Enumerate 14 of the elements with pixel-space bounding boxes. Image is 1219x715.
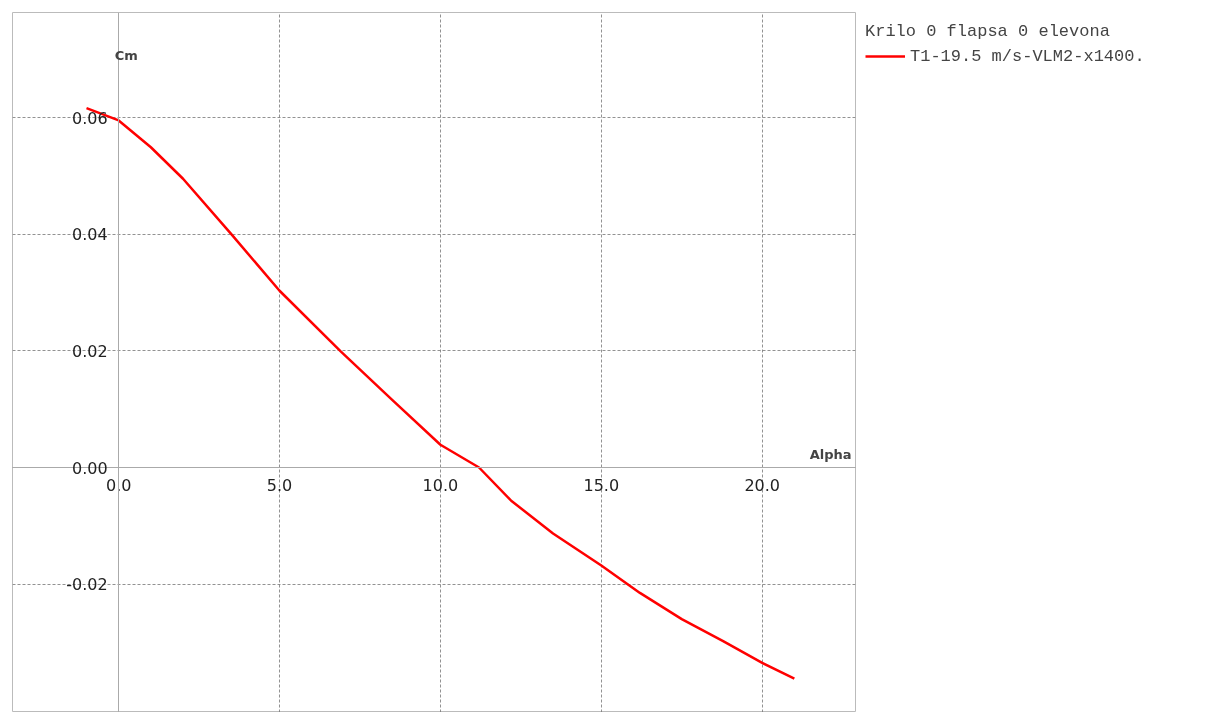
y-tick-label: -0.02 xyxy=(66,575,108,595)
legend-title: Krilo 0 flapsa 0 elevona xyxy=(865,22,1111,41)
y-tick-label: 0.02 xyxy=(72,341,108,361)
x-tick-label: 15.0 xyxy=(583,475,620,495)
legend-label: T1-19.5 m/s-VLM2-x1400. xyxy=(910,46,1145,66)
x-tick-label: 20.0 xyxy=(744,475,780,495)
y-tick-label: 0.04 xyxy=(72,225,108,245)
x-tick-label: 10.0 xyxy=(422,475,459,495)
x-axis-title: Alpha xyxy=(809,446,852,462)
x-tick-label: 0.0 xyxy=(105,475,132,495)
x-tick-label: 5.0 xyxy=(266,475,293,495)
y-tick-label: 0.00 xyxy=(72,458,108,478)
y-tick-label: 0.06 xyxy=(72,108,108,128)
y-axis-title: Cm xyxy=(114,47,138,63)
